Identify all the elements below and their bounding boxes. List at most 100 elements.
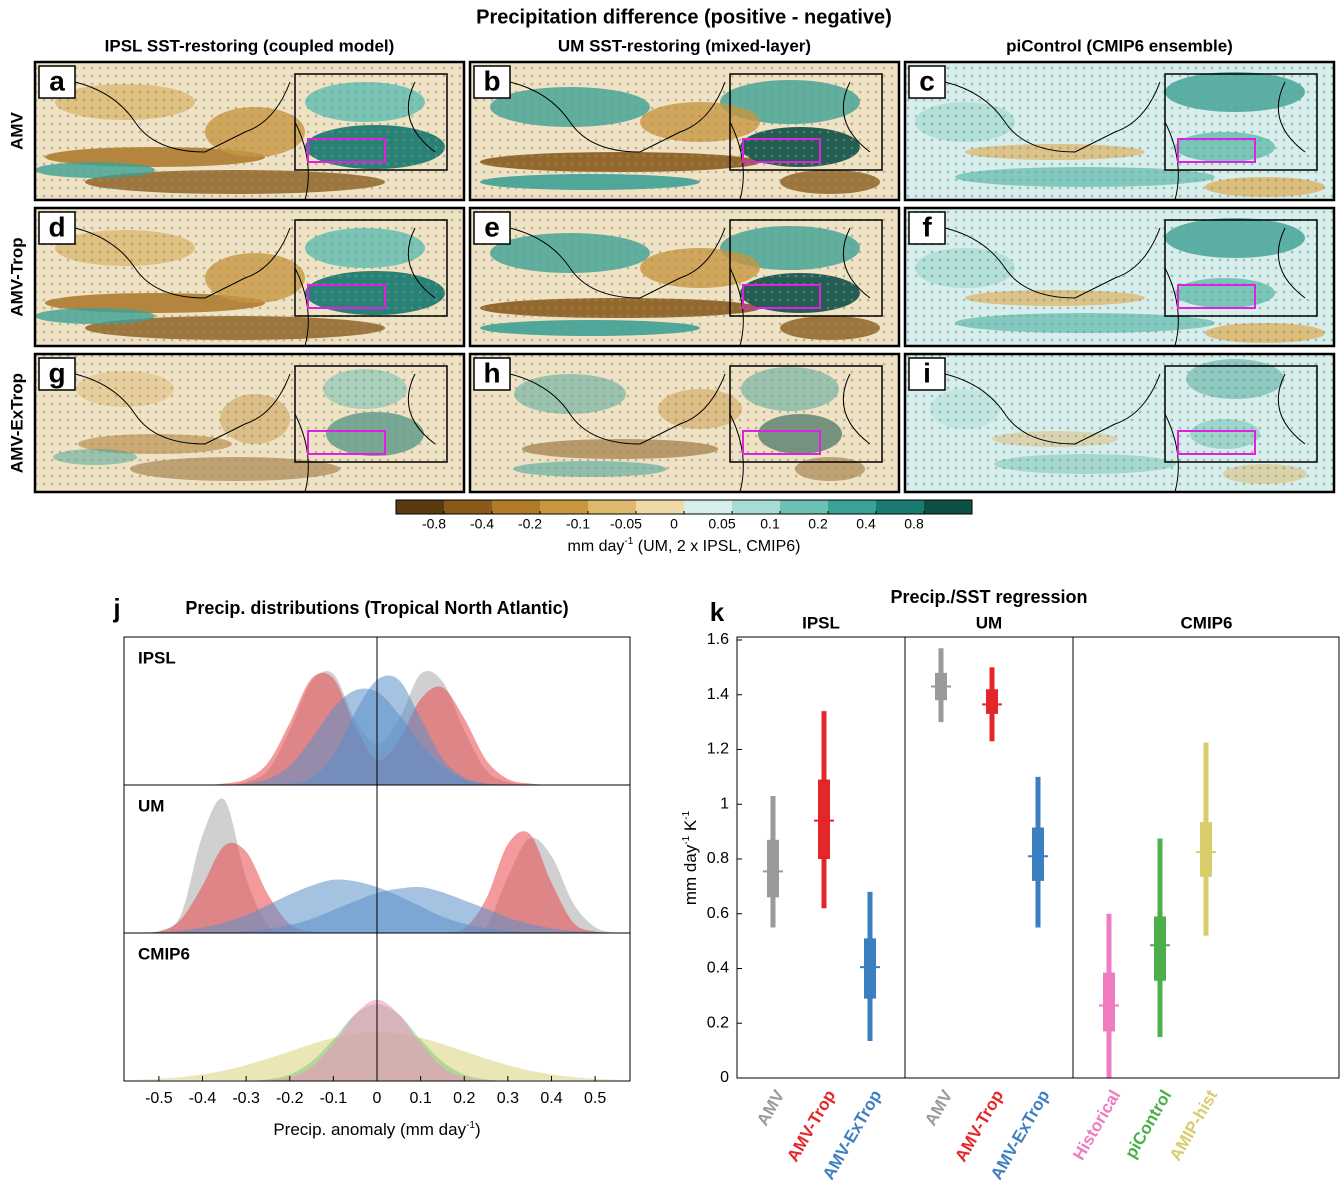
stippling <box>35 208 464 346</box>
x-tick-label: 0.4 <box>540 1090 562 1107</box>
colorbar-tick-label: -0.4 <box>470 516 494 532</box>
row-label: AMV <box>7 111 26 149</box>
y-axis-label-part: -1 <box>681 810 692 819</box>
chart-title: Precip./SST regression <box>890 587 1087 607</box>
panel-frame <box>903 352 1336 494</box>
y-tick-label: 0 <box>720 1069 729 1086</box>
stippling <box>35 354 464 492</box>
stippling <box>470 62 899 200</box>
x-tick-label: 0.1 <box>409 1090 431 1107</box>
colorbar-tick-label: -0.1 <box>566 516 590 532</box>
box <box>1103 972 1115 1032</box>
colorbar-swatch <box>876 500 924 514</box>
item-label: AMV <box>753 1086 789 1129</box>
y-axis-label-part: -1 <box>681 835 692 844</box>
x-axis-label: Precip. anomaly (mm day-1) <box>273 1120 480 1140</box>
panel-letter-box <box>908 357 946 391</box>
region-box <box>1164 73 1318 171</box>
subpanel-label: IPSL <box>138 648 176 667</box>
tna-box <box>742 430 821 455</box>
colorbar-swatch <box>828 500 876 514</box>
colorbar-tick-label: 0 <box>670 516 678 532</box>
panel-frame <box>33 206 466 348</box>
tna-box <box>307 284 386 309</box>
region-box <box>729 73 883 171</box>
subpanel-label: CMIP6 <box>138 944 190 963</box>
colorbar-tick-label: -0.2 <box>518 516 542 532</box>
colorbar-swatch <box>780 500 828 514</box>
chart-title: Precip. distributions (Tropical North At… <box>185 598 568 618</box>
item-label: Historical <box>1069 1087 1124 1164</box>
panel-letter: b <box>483 65 500 96</box>
panel-frame <box>468 352 901 494</box>
colorbar-swatch <box>732 500 780 514</box>
stippling <box>470 354 899 492</box>
panel-letter: e <box>484 211 500 242</box>
colorbar-swatch <box>588 500 636 514</box>
box <box>818 779 830 859</box>
panel-letter: a <box>49 65 65 96</box>
colorbar-swatch <box>492 500 540 514</box>
y-tick-label: 0.2 <box>707 1014 729 1031</box>
tna-box <box>1177 430 1256 455</box>
group-label: UM <box>976 613 1002 632</box>
colorbar-swatch <box>924 500 972 514</box>
panel-frame <box>33 352 466 494</box>
region-box <box>729 365 883 463</box>
tna-box <box>1177 284 1256 309</box>
panel-letter-box <box>38 357 76 391</box>
panel-letter-box <box>908 65 946 99</box>
colorbar-swatch <box>540 500 588 514</box>
x-tick-label: 0.2 <box>453 1090 475 1107</box>
stippling <box>905 208 1334 346</box>
stippling <box>905 62 1334 200</box>
stippling <box>905 354 1334 492</box>
y-axis-label-part: K <box>681 819 700 836</box>
panel-frame <box>468 206 901 348</box>
panel-frame <box>903 206 1336 348</box>
y-tick-label: 1 <box>720 795 729 812</box>
box <box>1200 822 1212 877</box>
density-area <box>137 831 617 933</box>
panel-letter: i <box>923 357 931 388</box>
colorbar-tick-label: 0.4 <box>856 516 876 532</box>
tna-box <box>307 430 386 455</box>
axes-frame <box>736 636 1340 1079</box>
panel-letter-box <box>473 357 511 391</box>
tna-box <box>1177 138 1256 163</box>
group-label: IPSL <box>802 613 840 632</box>
region-box <box>294 219 448 317</box>
panel-letter: c <box>919 65 935 96</box>
x-tick-label: -0.5 <box>145 1090 173 1107</box>
column-title: IPSL SST-restoring (coupled model) <box>105 36 395 55</box>
y-tick-label: 0.6 <box>707 905 729 922</box>
panel-frame <box>468 60 901 202</box>
x-axis-label-part: ) <box>475 1120 481 1139</box>
colorbar-label: mm day-1 (UM, 2 x IPSL, CMIP6) <box>568 536 801 556</box>
stippling <box>470 208 899 346</box>
region-box <box>294 365 448 463</box>
panel-letter: k <box>710 597 725 627</box>
region-box <box>729 219 883 317</box>
subpanel-label: UM <box>138 796 164 815</box>
box <box>767 839 779 898</box>
figure-title: Precipitation difference (positive - neg… <box>476 6 892 28</box>
x-tick-label: 0.5 <box>584 1090 606 1107</box>
x-tick-label: -0.1 <box>320 1090 348 1107</box>
group-label: CMIP6 <box>1181 613 1233 632</box>
colorbar-label-part: (UM, 2 x IPSL, CMIP6) <box>633 538 800 555</box>
panel-letter: h <box>483 357 500 388</box>
x-tick-label: 0.3 <box>497 1090 519 1107</box>
y-tick-label: 0.8 <box>707 850 729 867</box>
colorbar-tick-label: 0.1 <box>760 516 780 532</box>
y-tick-label: 1.2 <box>707 741 729 758</box>
x-tick-label: -0.4 <box>189 1090 217 1107</box>
panel-letter-box <box>473 211 511 245</box>
stippling <box>35 62 464 200</box>
colorbar-swatch <box>684 500 732 514</box>
tna-box <box>742 138 821 163</box>
tna-box <box>307 138 386 163</box>
colorbar-swatch <box>636 500 684 514</box>
colorbar-tick-label: -0.8 <box>422 516 446 532</box>
box <box>1032 827 1044 881</box>
